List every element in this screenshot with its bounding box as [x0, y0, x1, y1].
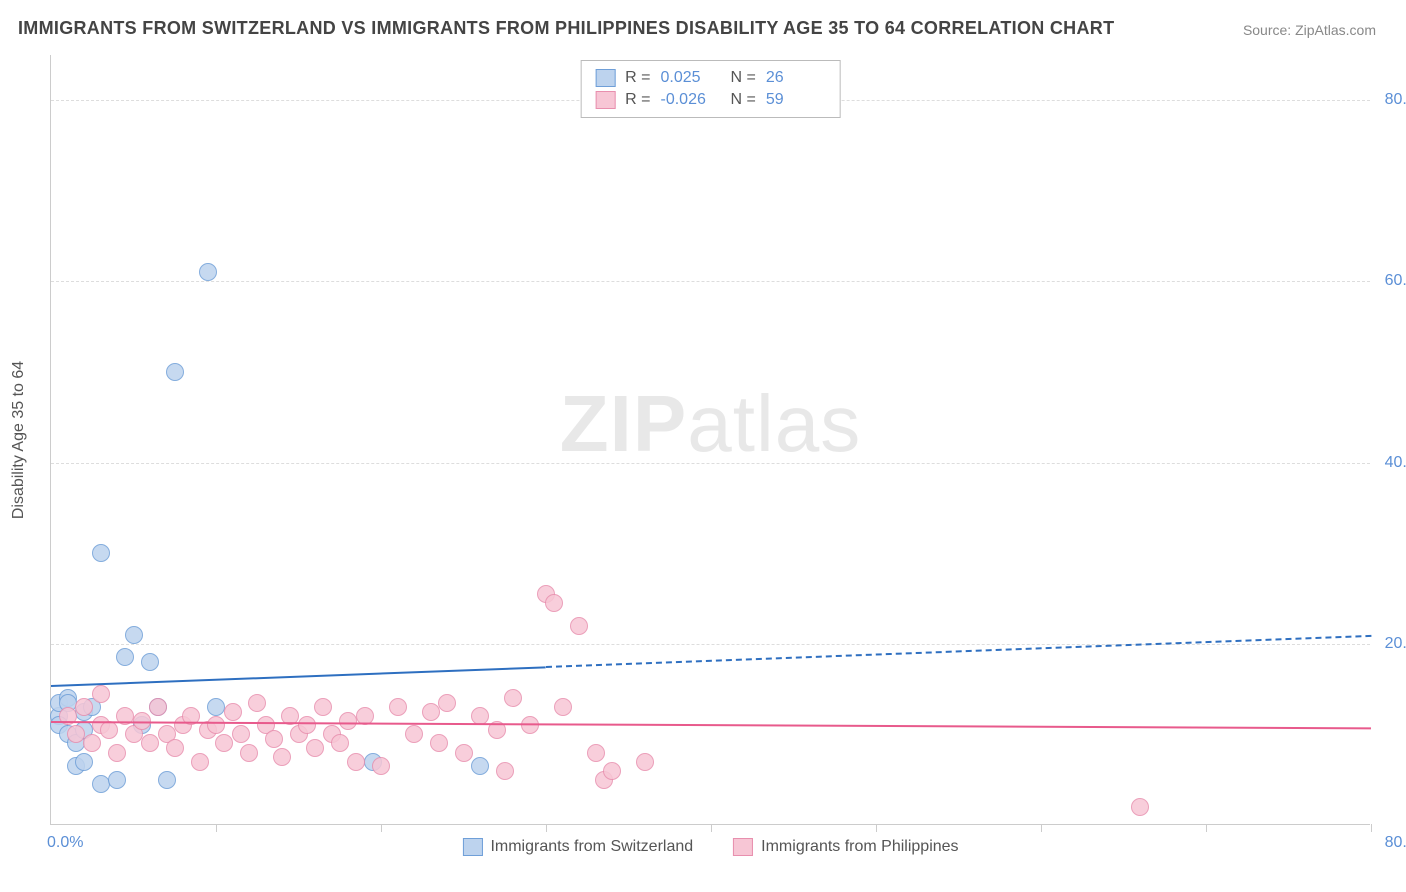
data-point-philippines: [331, 734, 349, 752]
data-point-switzerland: [471, 757, 489, 775]
data-point-philippines: [455, 744, 473, 762]
chart-title: IMMIGRANTS FROM SWITZERLAND VS IMMIGRANT…: [18, 18, 1114, 39]
data-point-switzerland: [92, 544, 110, 562]
legend-item-philippines: Immigrants from Philippines: [733, 838, 958, 856]
x-tick: [1206, 824, 1207, 832]
y-tick-label: 80.0%: [1375, 91, 1406, 109]
grid-line: [51, 463, 1370, 464]
data-point-philippines: [273, 748, 291, 766]
y-tick-label: 20.0%: [1375, 635, 1406, 653]
data-point-switzerland: [141, 653, 159, 671]
data-point-philippines: [314, 698, 332, 716]
swatch-philippines: [595, 91, 615, 109]
data-point-philippines: [636, 753, 654, 771]
data-point-philippines: [339, 712, 357, 730]
data-point-philippines: [554, 698, 572, 716]
y-tick-label: 60.0%: [1375, 272, 1406, 290]
data-point-switzerland: [125, 626, 143, 644]
data-point-philippines: [83, 734, 101, 752]
swatch-switzerland-bottom: [462, 838, 482, 856]
swatch-philippines-bottom: [733, 838, 753, 856]
data-point-philippines: [496, 762, 514, 780]
data-point-philippines: [100, 721, 118, 739]
data-point-switzerland: [207, 698, 225, 716]
data-point-philippines: [603, 762, 621, 780]
data-point-switzerland: [158, 771, 176, 789]
data-point-philippines: [224, 703, 242, 721]
data-point-philippines: [191, 753, 209, 771]
data-point-switzerland: [199, 263, 217, 281]
plot-area: ZIPatlas 20.0%40.0%60.0%80.0% Disability…: [50, 55, 1370, 825]
legend-item-switzerland: Immigrants from Switzerland: [462, 838, 693, 856]
data-point-philippines: [438, 694, 456, 712]
data-point-switzerland: [75, 753, 93, 771]
y-tick-label: 40.0%: [1375, 454, 1406, 472]
trend-line-dash: [546, 635, 1371, 668]
data-point-philippines: [389, 698, 407, 716]
data-point-philippines: [207, 716, 225, 734]
data-point-philippines: [405, 725, 423, 743]
x-tick: [381, 824, 382, 832]
x-label-min: 0.0%: [47, 834, 83, 852]
data-point-philippines: [67, 725, 85, 743]
x-tick: [876, 824, 877, 832]
x-tick: [711, 824, 712, 832]
data-point-philippines: [570, 617, 588, 635]
x-tick: [546, 824, 547, 832]
data-point-philippines: [265, 730, 283, 748]
data-point-philippines: [1131, 798, 1149, 816]
x-tick: [216, 824, 217, 832]
data-point-philippines: [347, 753, 365, 771]
data-point-philippines: [92, 685, 110, 703]
data-point-philippines: [587, 744, 605, 762]
data-point-philippines: [298, 716, 316, 734]
data-point-philippines: [166, 739, 184, 757]
x-tick: [1041, 824, 1042, 832]
data-point-philippines: [248, 694, 266, 712]
data-point-philippines: [306, 739, 324, 757]
legend-stats-row-0: R = 0.025 N = 26: [595, 67, 826, 89]
data-point-philippines: [545, 594, 563, 612]
data-point-philippines: [521, 716, 539, 734]
grid-line: [51, 281, 1370, 282]
data-point-switzerland: [108, 771, 126, 789]
data-point-philippines: [504, 689, 522, 707]
x-label-max: 80.0%: [1385, 834, 1406, 852]
data-point-philippines: [372, 757, 390, 775]
data-point-switzerland: [166, 363, 184, 381]
legend-series: Immigrants from Switzerland Immigrants f…: [462, 838, 958, 856]
legend-stats-row-1: R = -0.026 N = 59: [595, 89, 826, 111]
data-point-philippines: [422, 703, 440, 721]
data-point-philippines: [108, 744, 126, 762]
data-point-switzerland: [92, 775, 110, 793]
data-point-philippines: [141, 734, 159, 752]
data-point-switzerland: [116, 648, 134, 666]
y-axis-title: Disability Age 35 to 64: [10, 360, 28, 518]
data-point-philippines: [232, 725, 250, 743]
data-point-philippines: [240, 744, 258, 762]
trend-line: [51, 721, 1371, 729]
watermark: ZIPatlas: [560, 378, 861, 470]
trend-line: [51, 666, 546, 687]
data-point-philippines: [430, 734, 448, 752]
source-label: Source: ZipAtlas.com: [1243, 22, 1376, 38]
legend-stats: R = 0.025 N = 26 R = -0.026 N = 59: [580, 60, 841, 118]
x-tick: [1371, 824, 1372, 832]
data-point-philippines: [215, 734, 233, 752]
swatch-switzerland: [595, 69, 615, 87]
data-point-philippines: [149, 698, 167, 716]
data-point-philippines: [75, 698, 93, 716]
